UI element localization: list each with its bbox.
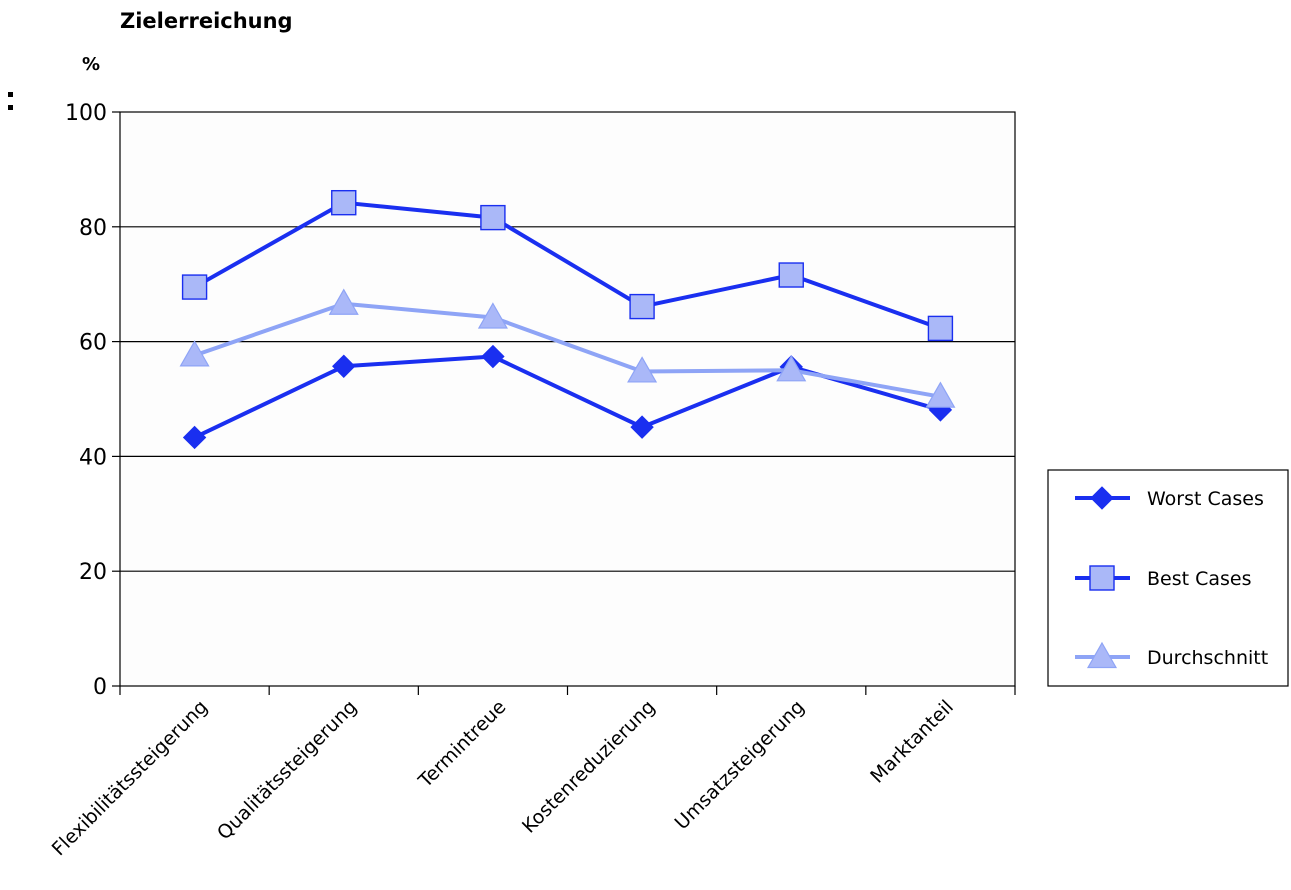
data-point	[182, 425, 207, 450]
data-point	[331, 189, 357, 216]
x-tick-label: Umsatzsteigerung	[671, 696, 809, 834]
y-tick-label: 100	[65, 101, 107, 126]
y-tick-label: 60	[79, 331, 107, 356]
y-tick-label: 0	[93, 675, 107, 700]
decor-dot	[8, 105, 13, 110]
data-point	[328, 288, 359, 315]
y-axis-unit-label: %	[82, 54, 100, 75]
x-axis-ticks: Flexibilitätssteigerung Qualitätssteigeru…	[48, 686, 1016, 860]
legend-entry: Durchschnitt	[1075, 641, 1268, 669]
legend-label: Best Cases	[1147, 568, 1252, 590]
data-point	[477, 302, 508, 329]
legend: Worst Cases Best Cases Durchschnitt	[1047, 469, 1289, 687]
data-point	[481, 344, 505, 369]
data-point	[179, 340, 210, 367]
x-tick-label: Qualitätssteigerung	[213, 696, 361, 844]
data-point	[925, 381, 956, 408]
decor-dot	[8, 92, 13, 97]
x-tick-label: Termintreue	[414, 696, 511, 793]
x-tick-label: Kostenreduzierung	[518, 696, 660, 838]
decorative-dots	[8, 92, 13, 110]
series-line	[193, 200, 942, 331]
y-tick-label: 80	[79, 216, 107, 241]
chart-title: Zielerreichung	[120, 9, 293, 33]
data-point	[776, 355, 807, 382]
legend-marker	[1089, 565, 1115, 591]
x-tick-label: Flexibilitätssteigerung	[48, 696, 212, 860]
plot-area	[119, 111, 1016, 687]
data-point	[927, 315, 954, 342]
y-tick-label: 20	[79, 560, 107, 585]
legend-entry: Worst Cases	[1075, 486, 1264, 510]
legend-entry: Best Cases	[1075, 565, 1252, 591]
legend-label: Worst Cases	[1147, 488, 1264, 510]
data-point	[629, 293, 655, 320]
x-tick-label: Marktanteil	[866, 696, 958, 788]
series-group	[179, 189, 956, 450]
series-best-cases	[181, 189, 954, 342]
data-point	[181, 274, 208, 300]
data-point	[630, 415, 654, 439]
data-point	[480, 204, 506, 231]
data-point	[332, 354, 356, 378]
legend-label: Durchschnitt	[1147, 647, 1268, 669]
series-durchschnitt	[179, 288, 956, 408]
legend-marker	[1090, 486, 1114, 510]
data-point	[627, 356, 658, 383]
legend-marker	[1086, 641, 1118, 669]
gridlines	[120, 226, 1015, 572]
y-axis-ticks: 0 20 40 60 80 100	[65, 101, 120, 700]
y-tick-label: 40	[79, 445, 107, 470]
data-point	[778, 262, 804, 288]
series-line	[193, 301, 941, 399]
